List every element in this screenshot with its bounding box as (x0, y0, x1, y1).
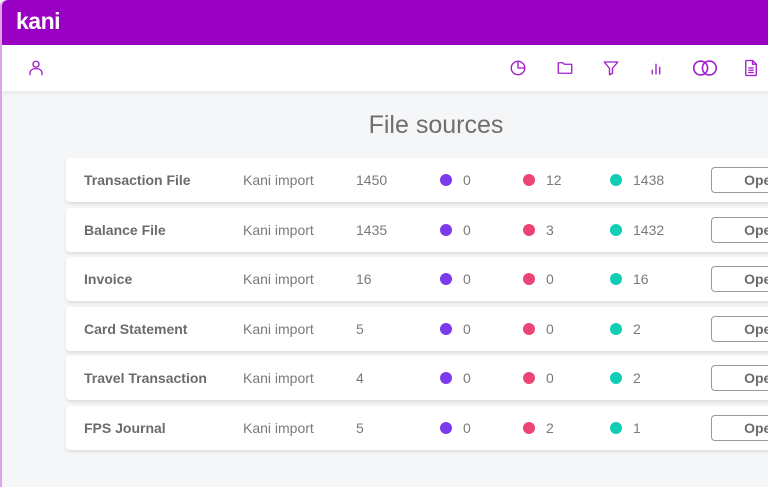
file-row: Travel Transaction Kani import 4 0 0 2 O… (66, 356, 768, 401)
file-source: Kani import (243, 271, 314, 288)
red-stat: 0 (523, 356, 554, 400)
purple-stat: 0 (440, 406, 471, 450)
file-count: 5 (356, 320, 364, 337)
purple-stat: 0 (440, 257, 471, 301)
red-stat: 0 (523, 257, 554, 301)
file-name: Transaction File (84, 172, 191, 188)
purple-dot-icon (440, 223, 452, 236)
file-source: Kani import (243, 419, 314, 436)
file-name: Travel Transaction (84, 370, 207, 387)
purple-stat: 0 (440, 158, 471, 202)
purple-dot-icon (440, 372, 452, 385)
top-bar: kani (2, 0, 768, 45)
file-count: 4 (356, 370, 364, 387)
teal-stat: 1 (610, 406, 641, 450)
red-dot-icon (523, 273, 535, 286)
teal-stat: 16 (610, 257, 649, 301)
pie-chart-icon[interactable] (508, 58, 528, 78)
overlap-circles-icon[interactable] (692, 58, 718, 78)
teal-stat: 1432 (610, 208, 664, 252)
red-stat: 3 (523, 208, 554, 252)
open-button[interactable]: Open (711, 167, 768, 193)
red-stat: 12 (523, 158, 562, 202)
file-row: Card Statement Kani import 5 0 0 2 Open (66, 306, 768, 351)
file-count: 5 (356, 419, 364, 436)
file-source: Kani import (243, 320, 314, 337)
file-row: Transaction File Kani import 1450 0 12 1… (66, 158, 768, 202)
document-icon[interactable] (741, 58, 761, 78)
red-dot-icon (523, 174, 535, 186)
red-dot-icon (523, 372, 535, 385)
file-count: 16 (356, 271, 372, 288)
open-button[interactable]: Open (711, 414, 768, 441)
file-row: FPS Journal Kani import 5 0 2 1 Open (66, 405, 768, 450)
open-button[interactable]: Open (711, 216, 768, 243)
file-row: Balance File Kani import 1435 0 3 1432 O… (66, 207, 768, 252)
toolbar (2, 45, 768, 91)
file-row: Invoice Kani import 16 0 0 16 Open (66, 257, 768, 302)
file-name: Card Statement (84, 320, 188, 337)
file-source: Kani import (243, 370, 314, 387)
file-name: Invoice (84, 271, 133, 288)
file-count: 1450 (356, 172, 388, 188)
red-dot-icon (523, 421, 535, 434)
teal-dot-icon (610, 372, 622, 385)
open-button[interactable]: Open (711, 315, 768, 342)
purple-stat: 0 (440, 356, 471, 400)
teal-dot-icon (610, 273, 622, 286)
bar-chart-icon[interactable] (646, 58, 666, 78)
purple-stat: 0 (440, 208, 471, 252)
teal-dot-icon (610, 174, 622, 186)
file-source-list: Transaction File Kani import 1450 0 12 1… (66, 158, 768, 456)
teal-dot-icon (610, 223, 622, 236)
purple-dot-icon (440, 421, 452, 434)
folder-icon[interactable] (555, 58, 575, 78)
teal-dot-icon (610, 322, 622, 335)
file-source: Kani import (243, 172, 314, 188)
red-dot-icon (523, 223, 535, 236)
user-icon[interactable] (26, 58, 46, 78)
open-button[interactable]: Open (711, 266, 768, 293)
teal-stat: 2 (610, 307, 641, 351)
purple-dot-icon (440, 273, 452, 286)
open-button[interactable]: Open (711, 365, 768, 392)
page-title: File sources (368, 111, 504, 139)
teal-dot-icon (610, 421, 622, 434)
file-name: Balance File (84, 221, 166, 238)
teal-stat: 2 (610, 356, 641, 400)
teal-stat: 1438 (610, 158, 664, 202)
purple-stat: 0 (440, 307, 471, 351)
red-stat: 0 (523, 307, 554, 351)
file-name: FPS Journal (84, 419, 166, 436)
purple-dot-icon (440, 322, 452, 335)
kani-logo[interactable]: kani (16, 8, 61, 34)
file-count: 1435 (356, 221, 388, 238)
file-source: Kani import (243, 221, 314, 238)
filter-icon[interactable] (601, 58, 621, 78)
red-dot-icon (523, 322, 535, 335)
purple-dot-icon (440, 174, 452, 186)
red-stat: 2 (523, 406, 554, 450)
